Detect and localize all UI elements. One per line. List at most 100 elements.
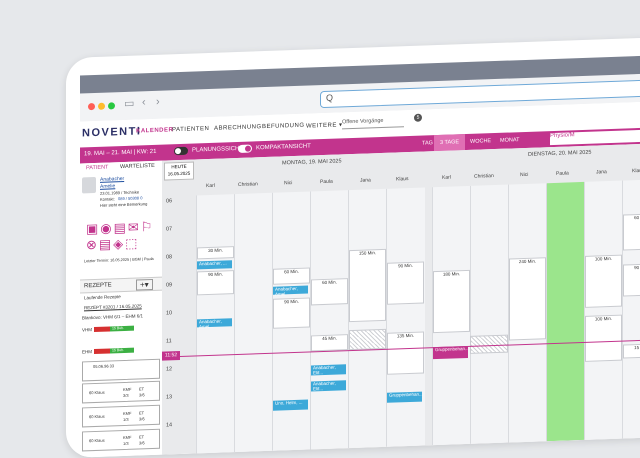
- day-header-tuesday: DIENSTAG, 20. MAI 2025: [528, 149, 592, 158]
- nav-patienten[interactable]: PATIENTEN: [172, 125, 210, 134]
- appointment[interactable]: Gruppenbehan...: [387, 392, 423, 403]
- back-icon[interactable]: ‹: [142, 96, 146, 109]
- sidebar-toggle-icon[interactable]: ▭: [124, 97, 135, 110]
- rezept-date: 05.06.96 33: [93, 363, 115, 370]
- time-11: 11: [166, 338, 172, 345]
- rezept-id[interactable]: REZEPT #3201 / 16.05.2025: [84, 303, 142, 311]
- rezept-row-label: 60 Klaus: [89, 389, 105, 396]
- appointment[interactable]: 240 Min.: [509, 257, 546, 341]
- paula-tuesday-blocked: [547, 181, 584, 442]
- forward-icon[interactable]: ›: [156, 95, 160, 108]
- ehm-used-bar: [94, 348, 110, 355]
- patient-status-icons[interactable]: ⊗▤◈⬚: [86, 235, 140, 253]
- day-header-monday: MONTAG, 19. MAI 2025: [282, 158, 342, 167]
- search-icon: Q: [326, 92, 334, 103]
- blankovo-info: Blankovo: VHM 6/1 – EHM 6/1: [82, 313, 144, 321]
- appointment[interactable]: 90 Min.: [387, 261, 424, 305]
- current-time-badge: 11:52: [162, 351, 180, 361]
- close-window-icon[interactable]: [88, 102, 95, 111]
- rezepte-title: REZEPTE: [84, 282, 112, 290]
- rezept-row-m: 3/6: [139, 440, 145, 446]
- patient-action-icons[interactable]: ▣◉▤✉⚐: [86, 218, 155, 237]
- avatar: [82, 176, 96, 194]
- appointment[interactable]: 45 Min.: [311, 334, 348, 352]
- time-09: 09: [166, 282, 173, 289]
- today-button[interactable]: HEUTE 16.05.2025: [164, 161, 194, 181]
- appointment[interactable]: 90 Min.: [623, 263, 640, 297]
- column-klaus-mon[interactable]: [386, 187, 425, 447]
- logo: NOVENTI: [82, 125, 142, 140]
- therapist-christian-tue: Christian: [474, 173, 494, 180]
- ehm-label: EHM: [82, 349, 92, 355]
- nav-abrechnung[interactable]: ABRECHNUNG: [214, 124, 262, 132]
- patient-sidebar: PATIENT WARTELISTE Anabacher Amelie 23.0…: [80, 160, 163, 458]
- view-woche[interactable]: WOCHE: [470, 138, 492, 145]
- today-date: 16.05.2025: [167, 170, 191, 177]
- column-christian-mon[interactable]: [234, 192, 273, 453]
- appointment[interactable]: 100 Min.: [585, 254, 622, 308]
- appointment[interactable]: Uno, Helm, ...: [273, 399, 308, 411]
- therapist-klaus-tue: Klaus: [632, 167, 640, 175]
- rezept-row-k: KMF: [123, 434, 132, 441]
- rezept-row-k: KMF: [123, 386, 132, 393]
- rezept-card-2[interactable]: 60 Klaus KMF ET 3/3 3/6: [82, 380, 160, 404]
- column-jana-tue[interactable]: [584, 180, 623, 440]
- time-10: 10: [166, 310, 173, 317]
- contact-value[interactable]: 089 / 50308 0: [118, 195, 143, 202]
- maximize-window-icon[interactable]: [108, 102, 115, 110]
- appointment[interactable]: 90 Min.: [197, 270, 234, 296]
- rezept-row-n: 1/3: [123, 416, 129, 423]
- column-paula-mon[interactable]: [310, 190, 349, 450]
- patient-first-name[interactable]: Amelie: [100, 183, 116, 190]
- therapist-christian: Christian: [238, 181, 258, 188]
- open-tasks-search[interactable]: Offene Vorgänge: [342, 117, 404, 130]
- appointment[interactable]: 135 Min.: [387, 331, 424, 375]
- therapist-paula-tue: Paula: [556, 170, 569, 177]
- view-3-tage[interactable]: 3 TAGE: [434, 134, 466, 152]
- ehm-bar-label: 15 Beh.: [112, 347, 125, 353]
- rezept-card-1[interactable]: 05.06.96 33: [82, 358, 160, 382]
- rezept-row-n: 1/3: [123, 440, 129, 447]
- vhm-label: VHM: [82, 327, 92, 333]
- appointment[interactable]: Anabacher, Amel...: [273, 285, 308, 297]
- tab-patient[interactable]: PATIENT: [86, 164, 109, 172]
- rezept-row-m: 3/6: [139, 416, 145, 422]
- appointment[interactable]: Anabacher, Amel...: [197, 318, 232, 329]
- calendar-grid: HEUTE 16.05.2025 MONTAG, 19. MAI 2025 DI…: [162, 143, 640, 455]
- rezept-row-v: ET: [139, 434, 145, 440]
- appointment[interactable]: Anabacher, ...: [197, 260, 232, 270]
- appointment[interactable]: 90 Min.: [273, 297, 310, 329]
- appointment[interactable]: Anabacher, Elif...: [311, 380, 346, 392]
- therapist-paula: Paula: [320, 178, 333, 186]
- appointment[interactable]: 180 Min.: [433, 269, 470, 334]
- planning-label: PLANUNGSSICHT: [192, 145, 244, 154]
- therapist-jana: Jana: [360, 177, 371, 184]
- tab-warteliste[interactable]: WARTELISTE: [120, 162, 155, 171]
- minimize-window-icon[interactable]: [98, 102, 105, 110]
- view-monat[interactable]: MONAT: [500, 137, 520, 144]
- appointment[interactable]: 60 Min.: [311, 278, 348, 306]
- appointment[interactable]: 100 Min.: [585, 314, 622, 362]
- vhm-bar: 15 Beh.: [110, 325, 134, 332]
- planning-toggle[interactable]: [174, 146, 188, 156]
- rezept-card-4[interactable]: 60 Klaus KMF ET 1/3 3/6: [82, 428, 160, 452]
- therapist-karl-tue: Karl: [442, 174, 451, 181]
- appointment[interactable]: Anabacher, Elif...: [311, 364, 346, 376]
- nav-befundung[interactable]: BEFUNDUNG: [262, 122, 305, 131]
- date-range[interactable]: 19. MAI – 21. MAI | KW: 21: [84, 148, 157, 158]
- column-christian-tue[interactable]: [470, 184, 509, 444]
- appointment[interactable]: 60 Min.: [623, 213, 640, 251]
- open-tasks-badge: 5: [414, 113, 422, 122]
- rezept-card-3[interactable]: 60 Klaus KMF ET 1/3 3/6: [82, 404, 160, 428]
- patient-name[interactable]: Anabacher: [100, 175, 125, 183]
- appointment[interactable]: 150 Min.: [349, 248, 386, 323]
- nav-kalender[interactable]: KALENDER: [136, 127, 174, 135]
- add-rezept-button[interactable]: +▾: [136, 278, 153, 291]
- nav-weitere[interactable]: WEITERE ▾: [306, 122, 343, 130]
- appointment[interactable]: 15 Min.: [623, 343, 640, 359]
- appointment[interactable]: 60 Min.: [273, 267, 310, 285]
- appointment[interactable]: 30 Min.: [197, 246, 234, 260]
- laufende-rezepte: Laufende Rezepte: [84, 294, 121, 301]
- rezept-row-v: ET: [139, 410, 145, 416]
- compact-toggle[interactable]: [238, 144, 252, 153]
